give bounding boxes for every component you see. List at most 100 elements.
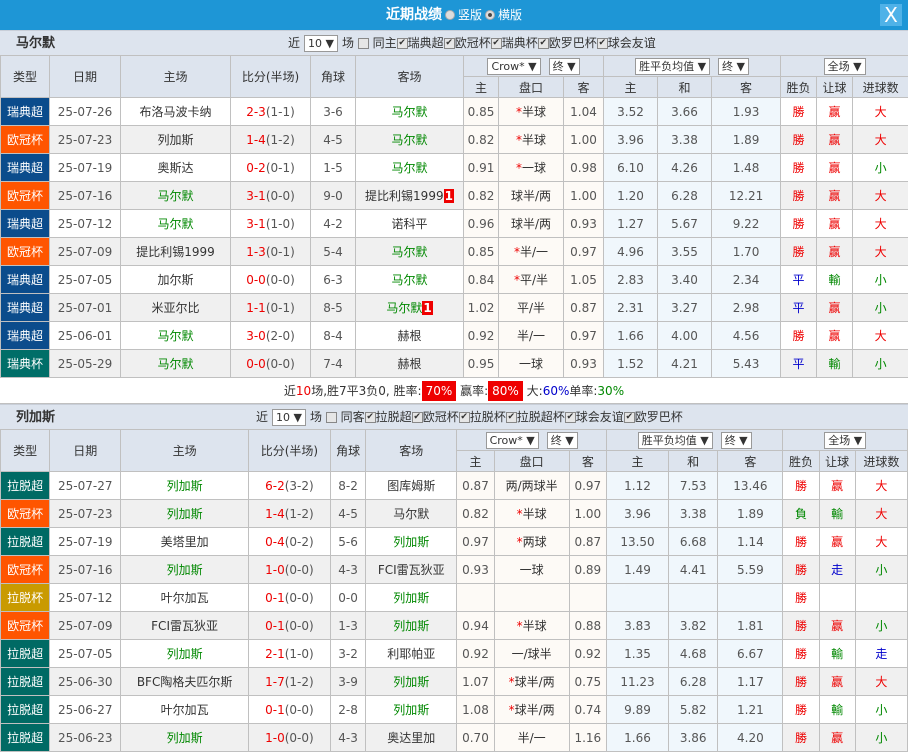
half-score: (1-2) [284,506,314,521]
same-venue-checkbox[interactable] [325,412,337,423]
away-team[interactable]: 马尔默 [393,507,430,521]
window-title: 近期战绩 [385,7,442,23]
red-card-badge: 1 [422,301,433,315]
home-team[interactable]: 马尔默 [120,349,231,378]
league-badge: 瑞典超 [0,265,50,294]
option-horizontal-label[interactable]: 横版 [498,8,523,22]
match-date: 25-07-12 [49,583,122,612]
league-checkbox[interactable]: ✔ [505,412,517,423]
away-team[interactable]: 马尔默 [391,161,428,175]
home-team[interactable]: 马尔默 [120,181,231,210]
league-label[interactable]: 球会友谊 [607,36,656,50]
half-score: (0-0) [284,562,314,577]
odds-type-select[interactable]: 胜平负均值 ▼ [637,431,713,449]
league-label[interactable]: 拉脱超 [375,410,412,424]
handicap-value: 半球 [521,105,546,119]
home-team[interactable]: 马尔默 [120,209,231,238]
league-label[interactable]: 欧冠杯 [422,410,459,424]
home-team[interactable]: 列加斯 [120,723,249,752]
home-team[interactable]: 列加斯 [120,499,249,528]
away-team[interactable]: 奥达里加 [387,731,436,745]
company-select[interactable]: Crow* ▼ [485,431,539,449]
league-checkbox[interactable]: ✔ [596,38,608,49]
radio-vertical[interactable] [444,10,455,20]
away-team[interactable]: 图库姆斯 [387,479,436,493]
odds-stage-select[interactable]: 终 ▼ [718,57,750,75]
home-team[interactable]: 米亚尔比 [120,293,231,322]
home-team[interactable]: 提比利锡1999 [120,237,231,266]
league-label[interactable]: 球会友谊 [575,410,624,424]
league-checkbox[interactable]: ✔ [537,38,549,49]
over-under-result: 大 [852,209,908,238]
away-team[interactable]: 诺科平 [391,217,428,231]
away-team[interactable]: 列加斯 [393,703,430,717]
away-team[interactable]: 马尔默 [391,105,428,119]
away-team[interactable]: 列加斯 [393,591,430,605]
league-label[interactable]: 瑞典杯 [501,36,538,50]
league-label[interactable]: 欧罗巴杯 [634,410,683,424]
league-label[interactable]: 拉脱杯 [469,410,506,424]
handicap-stage-select[interactable]: 终 ▼ [548,57,580,75]
away-team[interactable]: 列加斯 [393,675,430,689]
league-label[interactable]: 拉脱超杯 [516,410,565,424]
away-team[interactable]: 马尔默 [391,133,428,147]
odds-stage-select[interactable]: 终 ▼ [720,431,752,449]
home-team[interactable]: 列加斯 [120,639,249,668]
over-under-result: 小 [854,555,908,584]
league-checkbox[interactable]: ✔ [623,412,635,423]
match-count-select[interactable]: 10 ▼ [272,409,306,426]
home-team[interactable]: 叶尔加瓦 [120,695,249,724]
home-team[interactable]: 列加斯 [120,125,231,154]
header-ou: 进球数 [852,76,908,98]
league-checkbox[interactable]: ✔ [564,412,576,423]
league-checkbox[interactable]: ✔ [443,38,455,49]
favorite-marker: * [515,133,522,147]
home-team[interactable]: 奥斯达 [120,153,231,182]
radio-horizontal[interactable] [485,10,495,20]
draw-odds: 6.28 [668,667,719,696]
full-score: 3-1 [246,216,266,231]
draw-odds: 4.26 [657,153,713,182]
home-team[interactable]: 布洛马波卡纳 [120,97,231,126]
league-checkbox[interactable]: ✔ [364,412,376,423]
draw-odds: 6.68 [668,527,719,556]
home-team[interactable]: 列加斯 [120,471,249,500]
league-label[interactable]: 欧冠杯 [454,36,491,50]
home-team[interactable]: 叶尔加瓦 [120,583,249,612]
match-count-select[interactable]: 10 ▼ [304,35,338,52]
away-team[interactable]: 列加斯 [393,619,430,633]
home-team[interactable]: 列加斯 [120,555,249,584]
full-score: 0-2 [246,160,266,175]
odds-type-select[interactable]: 胜平负均值 ▼ [635,57,711,75]
away-team[interactable]: 赫根 [397,329,422,343]
league-checkbox[interactable]: ✔ [458,412,470,423]
away-team[interactable]: FCI雷瓦狄亚 [377,563,445,577]
league-label[interactable]: 瑞典超 [407,36,444,50]
away-team[interactable]: 赫根 [397,357,422,371]
away-team[interactable]: 马尔默 [386,301,423,315]
home-team[interactable]: 马尔默 [120,321,231,350]
scope-select[interactable]: 全场 ▼ [823,57,866,75]
away-team[interactable]: 列加斯 [393,535,430,549]
close-button[interactable]: X [880,4,902,26]
home-team[interactable]: BFC陶格夫匹尔斯 [120,667,249,696]
home-team[interactable]: 加尔斯 [120,265,231,294]
option-vertical-label[interactable]: 竖版 [457,8,482,22]
result: 平 [780,293,818,322]
home-team[interactable]: FCI雷瓦狄亚 [120,611,249,640]
away-team[interactable]: 利耶帕亚 [387,647,436,661]
handicap-stage-select[interactable]: 终 ▼ [546,431,578,449]
company-select[interactable]: Crow* ▼ [487,57,541,75]
league-checkbox[interactable]: ✔ [411,412,423,423]
league-checkbox[interactable]: ✔ [396,38,408,49]
league-label[interactable]: 欧罗巴杯 [548,36,597,50]
scope-select[interactable]: 全场 ▼ [824,431,867,449]
away-team[interactable]: 马尔默 [391,273,428,287]
away-team[interactable]: 提比利锡1999 [365,189,444,203]
home-team[interactable]: 美塔里加 [120,527,249,556]
same-venue-checkbox[interactable] [357,38,369,49]
away-team[interactable]: 马尔默 [391,245,428,259]
league-badge: 拉脱杯 [0,583,51,612]
league-checkbox[interactable]: ✔ [490,38,502,49]
home-odds: 0.82 [463,125,499,154]
